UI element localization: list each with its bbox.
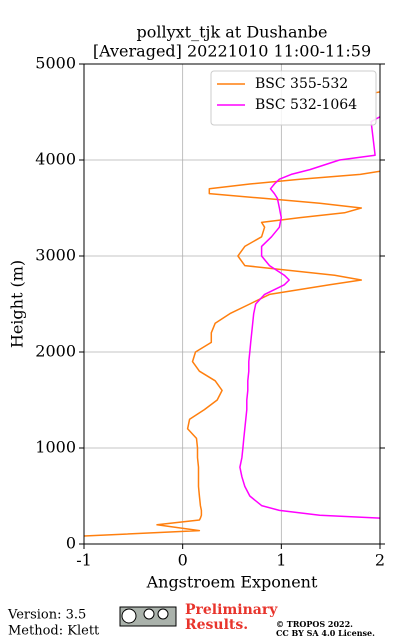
y-tick-label: 0 <box>66 534 76 553</box>
profile-line <box>239 116 380 519</box>
profile-line <box>84 91 380 537</box>
notice: Preliminary <box>185 602 278 618</box>
plot-lines <box>84 91 380 537</box>
y-tick-label: 5000 <box>35 54 76 73</box>
x-tick-label: -1 <box>76 551 92 570</box>
chart-subtitle: [Averaged] 20221010 11:00-11:59 <box>93 42 371 61</box>
notice: Results. <box>185 617 248 633</box>
legend-label: BSC 355-532 <box>255 76 348 92</box>
x-tick-label: 1 <box>276 551 286 570</box>
plot-frame <box>83 63 381 545</box>
x-axis-label: Angstroem Exponent <box>146 573 318 592</box>
legend-box <box>210 70 377 126</box>
copyright: © TROPOS 2022. <box>276 619 353 629</box>
method: Method: Klett <box>8 624 100 639</box>
y-tick-label: 2000 <box>35 342 76 361</box>
y-tick-label: 4000 <box>35 150 76 169</box>
cc-icon <box>119 606 177 627</box>
chart-title: pollyxt_tjk at Dushanbe <box>136 23 327 42</box>
x-tick-label: 0 <box>178 551 188 570</box>
y-axis-label: Height (m) <box>8 260 27 348</box>
legend-label: BSC 532-1064 <box>255 97 357 113</box>
x-tick-label: 2 <box>375 551 385 570</box>
y-tick-label: 1000 <box>35 438 76 457</box>
version: Version: 3.5 <box>7 608 86 623</box>
license: CC BY SA 4.0 License. <box>276 628 375 638</box>
y-tick-label: 3000 <box>35 246 76 265</box>
